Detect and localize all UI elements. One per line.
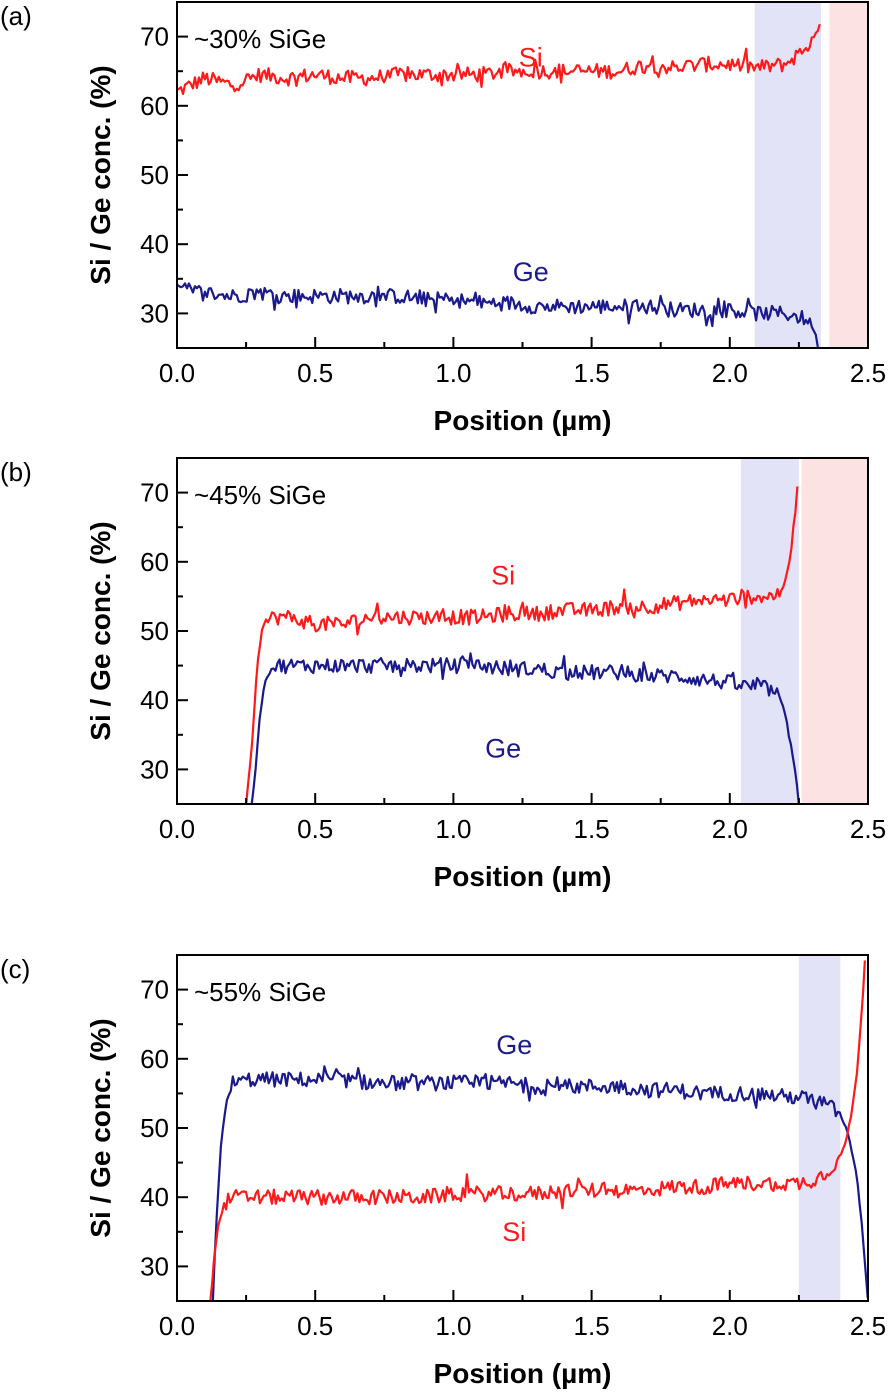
series-line-si bbox=[245, 486, 799, 804]
x-tick-label: 2.5 bbox=[850, 814, 886, 844]
x-tick-label: 1.0 bbox=[435, 358, 471, 388]
x-tick-label: 2.0 bbox=[712, 814, 748, 844]
series-line-si bbox=[177, 23, 821, 96]
x-tick-label: 2.5 bbox=[850, 1311, 886, 1341]
y-tick-label: 40 bbox=[140, 685, 169, 715]
y-tick-label: 30 bbox=[140, 1251, 169, 1281]
series-label-si: Si bbox=[491, 561, 515, 591]
x-tick-label: 2.5 bbox=[850, 358, 886, 388]
series-line-ge bbox=[250, 652, 800, 804]
x-tick-label: 0.0 bbox=[159, 1311, 195, 1341]
y-tick-label: 40 bbox=[140, 229, 169, 259]
y-axis-title: Si / Ge conc. (%) bbox=[85, 65, 116, 284]
y-axis-title: Si / Ge conc. (%) bbox=[85, 521, 116, 740]
panel-label: (b) bbox=[0, 457, 32, 487]
panel-label: (c) bbox=[0, 954, 30, 984]
x-tick-label: 1.5 bbox=[574, 814, 610, 844]
composition-label: ~45% SiGe bbox=[194, 480, 326, 510]
series-label-ge: Ge bbox=[485, 734, 521, 764]
series-label-si: Si bbox=[519, 42, 543, 72]
y-tick-label: 70 bbox=[140, 975, 169, 1005]
x-tick-label: 2.0 bbox=[712, 358, 748, 388]
x-tick-label: 0.5 bbox=[297, 814, 333, 844]
y-tick-label: 60 bbox=[140, 1044, 169, 1074]
composition-label: ~55% SiGe bbox=[194, 977, 326, 1007]
x-tick-label: 1.5 bbox=[574, 358, 610, 388]
composition-label: ~30% SiGe bbox=[194, 24, 326, 54]
y-tick-label: 60 bbox=[140, 547, 169, 577]
y-tick-label: 70 bbox=[140, 478, 169, 508]
shaded-region bbox=[829, 2, 868, 348]
y-tick-label: 50 bbox=[140, 616, 169, 646]
x-axis-title: Position (µm) bbox=[434, 861, 612, 892]
shaded-region bbox=[798, 955, 841, 1301]
y-tick-label: 60 bbox=[140, 91, 169, 121]
y-tick-label: 50 bbox=[140, 1113, 169, 1143]
series-line-ge bbox=[177, 282, 819, 348]
x-axis-title: Position (µm) bbox=[434, 405, 612, 436]
chart-panel-a: Si Ge 0.0 0.5 1.0 1.5 2.0 2.5 30 40 50 60 70 Position… bbox=[0, 1, 886, 436]
x-tick-label: 0.0 bbox=[159, 358, 195, 388]
x-tick-label: 2.0 bbox=[712, 1311, 748, 1341]
chart-panel-b: Si Ge 0.0 0.5 1.0 1.5 2.0 2.5 30 40 50 60 70 Position… bbox=[0, 457, 886, 892]
shaded-region bbox=[801, 458, 868, 804]
panel-label: (a) bbox=[0, 1, 32, 31]
y-tick-label: 40 bbox=[140, 1182, 169, 1212]
y-axis-title: Si / Ge conc. (%) bbox=[85, 1018, 116, 1237]
y-tick-label: 70 bbox=[140, 22, 169, 52]
x-tick-label: 1.0 bbox=[435, 1311, 471, 1341]
series-label-ge: Ge bbox=[513, 257, 549, 287]
x-tick-label: 1.0 bbox=[435, 814, 471, 844]
x-tick-label: 0.5 bbox=[297, 1311, 333, 1341]
x-axis-title: Position (µm) bbox=[434, 1358, 612, 1389]
x-tick-label: 1.5 bbox=[574, 1311, 610, 1341]
chart-panel-c: Ge Si 0.0 0.5 1.0 1.5 2.0 2.5 30 40 50 60 70 Position… bbox=[0, 954, 886, 1389]
series-line-si bbox=[209, 960, 866, 1301]
x-tick-label: 0.0 bbox=[159, 814, 195, 844]
y-tick-label: 30 bbox=[140, 298, 169, 328]
y-tick-label: 50 bbox=[140, 160, 169, 190]
shaded-region bbox=[740, 458, 799, 804]
y-tick-label: 30 bbox=[140, 754, 169, 784]
series-label-ge: Ge bbox=[496, 1030, 532, 1060]
shaded-region bbox=[754, 2, 822, 348]
series-label-si: Si bbox=[502, 1217, 526, 1247]
x-tick-label: 0.5 bbox=[297, 358, 333, 388]
series-line-ge bbox=[211, 1065, 868, 1301]
